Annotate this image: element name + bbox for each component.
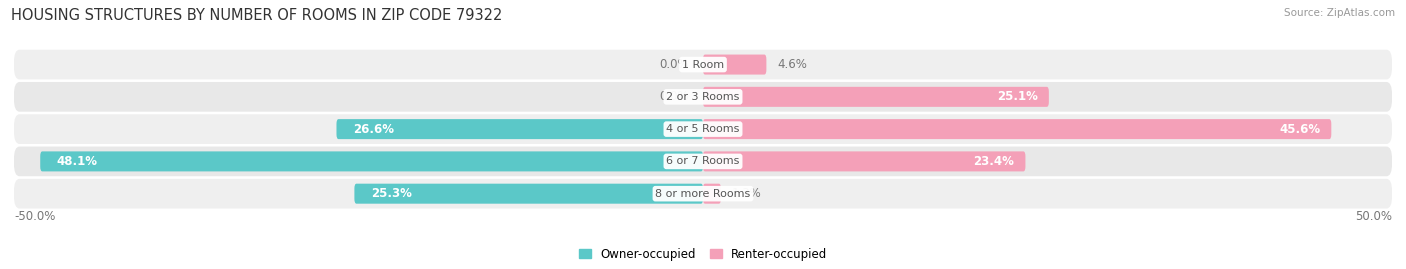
Text: 6 or 7 Rooms: 6 or 7 Rooms — [666, 156, 740, 167]
FancyBboxPatch shape — [41, 151, 703, 171]
Text: 26.6%: 26.6% — [353, 123, 394, 136]
FancyBboxPatch shape — [14, 179, 1392, 208]
FancyBboxPatch shape — [703, 87, 1049, 107]
Legend: Owner-occupied, Renter-occupied: Owner-occupied, Renter-occupied — [574, 243, 832, 265]
FancyBboxPatch shape — [14, 114, 1392, 144]
FancyBboxPatch shape — [703, 184, 721, 204]
FancyBboxPatch shape — [14, 50, 1392, 79]
Text: 1.3%: 1.3% — [733, 187, 762, 200]
Text: 25.1%: 25.1% — [997, 90, 1038, 103]
Text: 48.1%: 48.1% — [56, 155, 98, 168]
Text: 2 or 3 Rooms: 2 or 3 Rooms — [666, 92, 740, 102]
Text: 8 or more Rooms: 8 or more Rooms — [655, 189, 751, 199]
Text: 0.0%: 0.0% — [659, 58, 689, 71]
FancyBboxPatch shape — [336, 119, 703, 139]
FancyBboxPatch shape — [14, 82, 1392, 112]
Text: 0.0%: 0.0% — [659, 90, 689, 103]
Text: -50.0%: -50.0% — [14, 210, 55, 223]
Text: 4.6%: 4.6% — [778, 58, 807, 71]
FancyBboxPatch shape — [703, 119, 1331, 139]
Text: 1 Room: 1 Room — [682, 59, 724, 70]
Text: HOUSING STRUCTURES BY NUMBER OF ROOMS IN ZIP CODE 79322: HOUSING STRUCTURES BY NUMBER OF ROOMS IN… — [11, 8, 502, 23]
FancyBboxPatch shape — [703, 55, 766, 75]
Text: Source: ZipAtlas.com: Source: ZipAtlas.com — [1284, 8, 1395, 18]
FancyBboxPatch shape — [14, 147, 1392, 176]
Text: 25.3%: 25.3% — [371, 187, 412, 200]
FancyBboxPatch shape — [354, 184, 703, 204]
Text: 23.4%: 23.4% — [973, 155, 1014, 168]
Text: 50.0%: 50.0% — [1355, 210, 1392, 223]
Text: 45.6%: 45.6% — [1279, 123, 1320, 136]
Text: 4 or 5 Rooms: 4 or 5 Rooms — [666, 124, 740, 134]
FancyBboxPatch shape — [703, 151, 1025, 171]
